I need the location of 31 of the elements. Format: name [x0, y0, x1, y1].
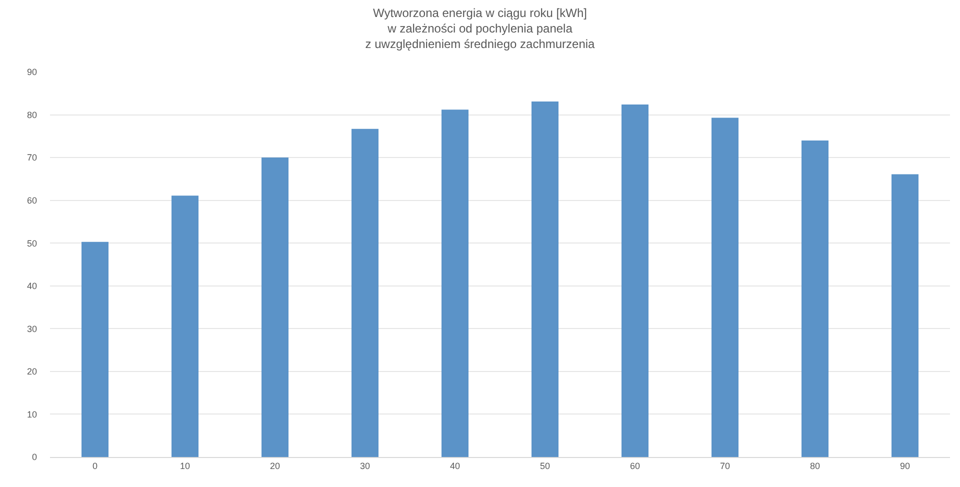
y-tick-label: 80 [26, 110, 37, 120]
x-tick-label: 60 [630, 460, 640, 471]
y-tick-label: 20 [26, 366, 37, 377]
bar [262, 158, 288, 457]
bar [82, 242, 108, 457]
bar [622, 104, 648, 457]
y-tick-label: 50 [26, 238, 37, 248]
bar [352, 128, 378, 457]
x-tick-label: 90 [900, 460, 910, 471]
bar [892, 174, 918, 457]
chart-title: Wytworzona energia w ciągu roku [kWh] w zależności od pochylenia panela z uwzględnieniem średniego zachmurzenia [365, 6, 596, 52]
bar [712, 118, 738, 457]
x-tick-label: 20 [270, 460, 280, 471]
y-tick-label: 10 [26, 409, 37, 420]
x-tick-label: 0 [92, 460, 98, 471]
bar [802, 140, 828, 457]
x-tick-label: 80 [810, 460, 820, 471]
y-tick-label: 0 [32, 452, 37, 462]
bar [442, 110, 468, 457]
x-tick-label: 30 [360, 460, 370, 471]
x-tick-label: 40 [450, 460, 460, 471]
x-tick-label: 50 [540, 460, 550, 471]
y-tick-label: 70 [26, 152, 37, 163]
y-tick-label: 60 [26, 195, 37, 206]
y-tick-label: 30 [26, 324, 37, 334]
x-tick-label: 70 [720, 460, 730, 471]
y-tick-label: 40 [26, 281, 37, 292]
bar [532, 102, 558, 457]
bar [172, 196, 198, 457]
x-tick-label: 10 [180, 460, 190, 471]
y-tick-label: 90 [26, 67, 37, 78]
